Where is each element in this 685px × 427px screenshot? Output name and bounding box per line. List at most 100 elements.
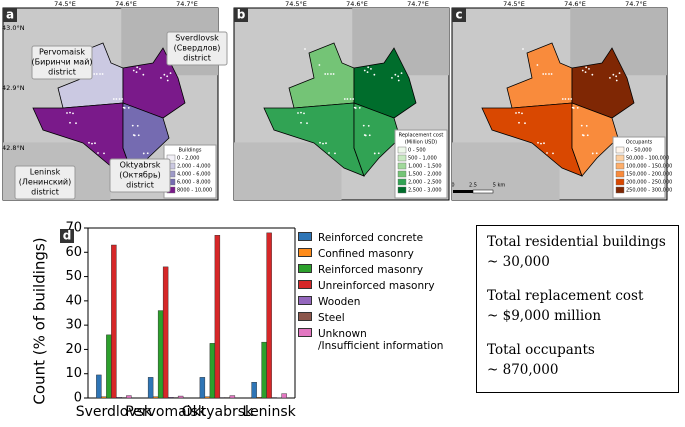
y-tick-label: 60 — [65, 245, 82, 260]
map-legend-title: Replacement cost — [399, 133, 444, 139]
building-dot — [350, 98, 352, 100]
building-dot — [319, 64, 321, 66]
scale-bar — [473, 190, 493, 193]
map-legend-label: 0 - 500 — [408, 148, 426, 154]
map-legend-swatch — [398, 179, 406, 185]
building-dot — [300, 112, 302, 114]
map-legend-swatch — [616, 155, 624, 161]
legend-label: Confined masonry — [318, 248, 414, 260]
building-dot — [591, 74, 593, 76]
building-dot — [518, 122, 520, 124]
building-dot — [537, 142, 539, 144]
building-dot — [354, 107, 356, 109]
building-dot — [97, 152, 99, 154]
building-dot — [609, 77, 611, 79]
building-dot — [521, 113, 523, 115]
building-dot — [133, 70, 135, 72]
building-dot — [128, 107, 130, 109]
building-dot — [136, 71, 138, 73]
bar — [178, 396, 183, 398]
building-dot — [347, 98, 349, 100]
y-tick-label: 50 — [65, 269, 82, 284]
panel-label: b — [237, 8, 246, 22]
panel-label: c — [455, 8, 462, 22]
building-dot — [582, 70, 584, 72]
building-dot — [75, 122, 77, 124]
building-dot — [359, 107, 361, 109]
building-dot — [394, 74, 396, 76]
map-legend-swatch — [616, 147, 624, 153]
lat-tick-label: 42.8°N — [2, 144, 25, 152]
bar — [148, 377, 153, 398]
scale-label: 5 km — [493, 183, 506, 189]
building-dot — [136, 66, 138, 68]
building-dot — [147, 152, 149, 154]
map-legend-label: 2,000 - 4,000 — [177, 164, 211, 170]
building-dot — [565, 98, 567, 100]
building-dot — [552, 153, 554, 155]
building-dot — [577, 107, 579, 109]
building-dot — [334, 153, 336, 155]
building-dot — [121, 98, 123, 100]
building-dot — [612, 74, 614, 76]
district-label: (Свердлов) — [174, 44, 221, 53]
panel-label: a — [6, 8, 14, 22]
summary-line: Total residential buildings — [487, 234, 668, 254]
building-dot — [137, 125, 139, 127]
legend-entry: Confined masonry — [298, 248, 443, 260]
building-dot — [324, 73, 326, 75]
building-dot — [304, 48, 306, 50]
y-tick-label: 40 — [65, 293, 82, 308]
building-dot — [515, 112, 517, 114]
building-dot — [364, 134, 366, 136]
building-dot — [344, 98, 346, 100]
legend-label: Reinforced masonry — [318, 264, 423, 276]
building-dot — [398, 80, 400, 82]
building-dot — [167, 80, 169, 82]
building-dot — [542, 73, 544, 75]
summary-line: Total replacement cost — [487, 288, 668, 308]
y-tick-label: 10 — [65, 366, 82, 381]
district-label: district — [48, 68, 76, 77]
building-dot — [133, 134, 135, 136]
building-dot — [548, 73, 550, 75]
bar — [111, 245, 116, 398]
legend-entry: Steel — [298, 312, 443, 324]
map-legend-label: 200,000 - 250,000 — [626, 180, 672, 186]
lon-tick-label: 74.7°E — [625, 0, 647, 8]
building-dot — [72, 113, 74, 115]
legend-swatch — [298, 232, 312, 241]
building-dot — [373, 74, 375, 76]
bar — [282, 394, 287, 398]
bar — [262, 342, 267, 398]
legend-label: Steel — [318, 312, 345, 324]
lon-tick-label: 74.6°E — [115, 0, 137, 8]
building-dot — [319, 142, 321, 144]
legend-swatch — [298, 248, 312, 257]
lon-tick-label: 74.5°E — [503, 0, 525, 8]
building-dot — [391, 77, 393, 79]
map-legend-title: Occupants — [626, 140, 653, 146]
district-label: Sverdlovsk — [175, 34, 219, 43]
building-dot — [333, 73, 335, 75]
building-dot — [397, 75, 399, 77]
building-dot — [143, 153, 145, 155]
lon-tick-label: 74.7°E — [176, 0, 198, 8]
building-dot — [572, 107, 574, 109]
building-dot — [327, 73, 329, 75]
map-legend-title: (Million USD) — [405, 140, 437, 146]
building-dot — [138, 134, 140, 136]
map-legend-title: Buildings — [179, 148, 202, 154]
building-dot — [374, 153, 376, 155]
lon-tick-label: 74.5°E — [285, 0, 307, 8]
building-dot — [142, 74, 144, 76]
building-dot — [367, 71, 369, 73]
building-dot — [300, 122, 302, 124]
lon-tick-label: 74.5°E — [54, 0, 76, 8]
lat-tick-label: 43.0°N — [2, 24, 25, 32]
building-dot — [102, 73, 104, 75]
scale-label: 2.5 — [469, 183, 477, 189]
building-dot — [325, 142, 327, 144]
